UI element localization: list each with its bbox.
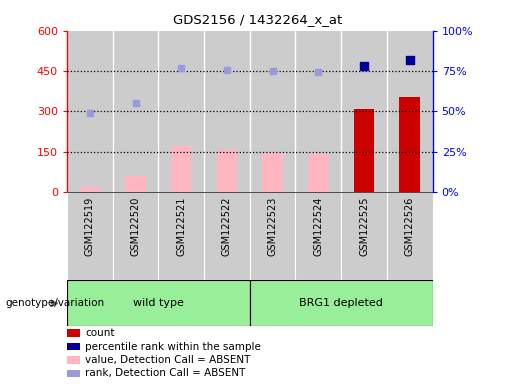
Point [85, 110, 94, 116]
Text: GSM122524: GSM122524 [313, 197, 323, 256]
Text: rank, Detection Call = ABSENT: rank, Detection Call = ABSENT [85, 368, 246, 379]
Text: GSM122523: GSM122523 [268, 197, 278, 256]
Bar [262, 153, 283, 192]
Point [314, 69, 322, 75]
Point [268, 68, 277, 74]
Bar [250, 280, 433, 326]
Text: percentile rank within the sample: percentile rank within the sample [85, 341, 261, 352]
Bar [67, 343, 80, 350]
Bar [217, 150, 237, 192]
Bar [67, 370, 80, 377]
Text: wild type: wild type [133, 298, 184, 308]
Bar [296, 192, 341, 280]
Bar [171, 146, 192, 192]
Bar [354, 109, 374, 192]
Text: BRG1 depleted: BRG1 depleted [299, 298, 383, 308]
Text: count: count [85, 328, 115, 338]
Bar [67, 329, 80, 337]
Text: GSM122526: GSM122526 [405, 197, 415, 256]
Bar [113, 192, 159, 280]
Text: GSM122522: GSM122522 [222, 197, 232, 256]
Text: GSM122521: GSM122521 [176, 197, 186, 256]
Text: GSM122519: GSM122519 [85, 197, 95, 256]
Bar [341, 192, 387, 280]
Bar [67, 356, 80, 364]
Bar [79, 187, 100, 192]
Bar [158, 192, 204, 280]
Bar [67, 192, 113, 280]
Bar [125, 176, 146, 192]
Point [177, 65, 185, 71]
Bar [67, 280, 250, 326]
Bar [400, 96, 420, 192]
Point [223, 67, 231, 73]
Point [360, 63, 368, 69]
Text: GSM122520: GSM122520 [130, 197, 141, 256]
Bar [308, 154, 329, 192]
Bar [204, 192, 250, 280]
Text: GSM122525: GSM122525 [359, 197, 369, 256]
Point [406, 57, 414, 63]
Bar [387, 192, 433, 280]
Text: genotype/variation: genotype/variation [5, 298, 104, 308]
Text: value, Detection Call = ABSENT: value, Detection Call = ABSENT [85, 355, 251, 365]
Point [131, 100, 140, 106]
Bar [250, 192, 296, 280]
Text: GDS2156 / 1432264_x_at: GDS2156 / 1432264_x_at [173, 13, 342, 26]
